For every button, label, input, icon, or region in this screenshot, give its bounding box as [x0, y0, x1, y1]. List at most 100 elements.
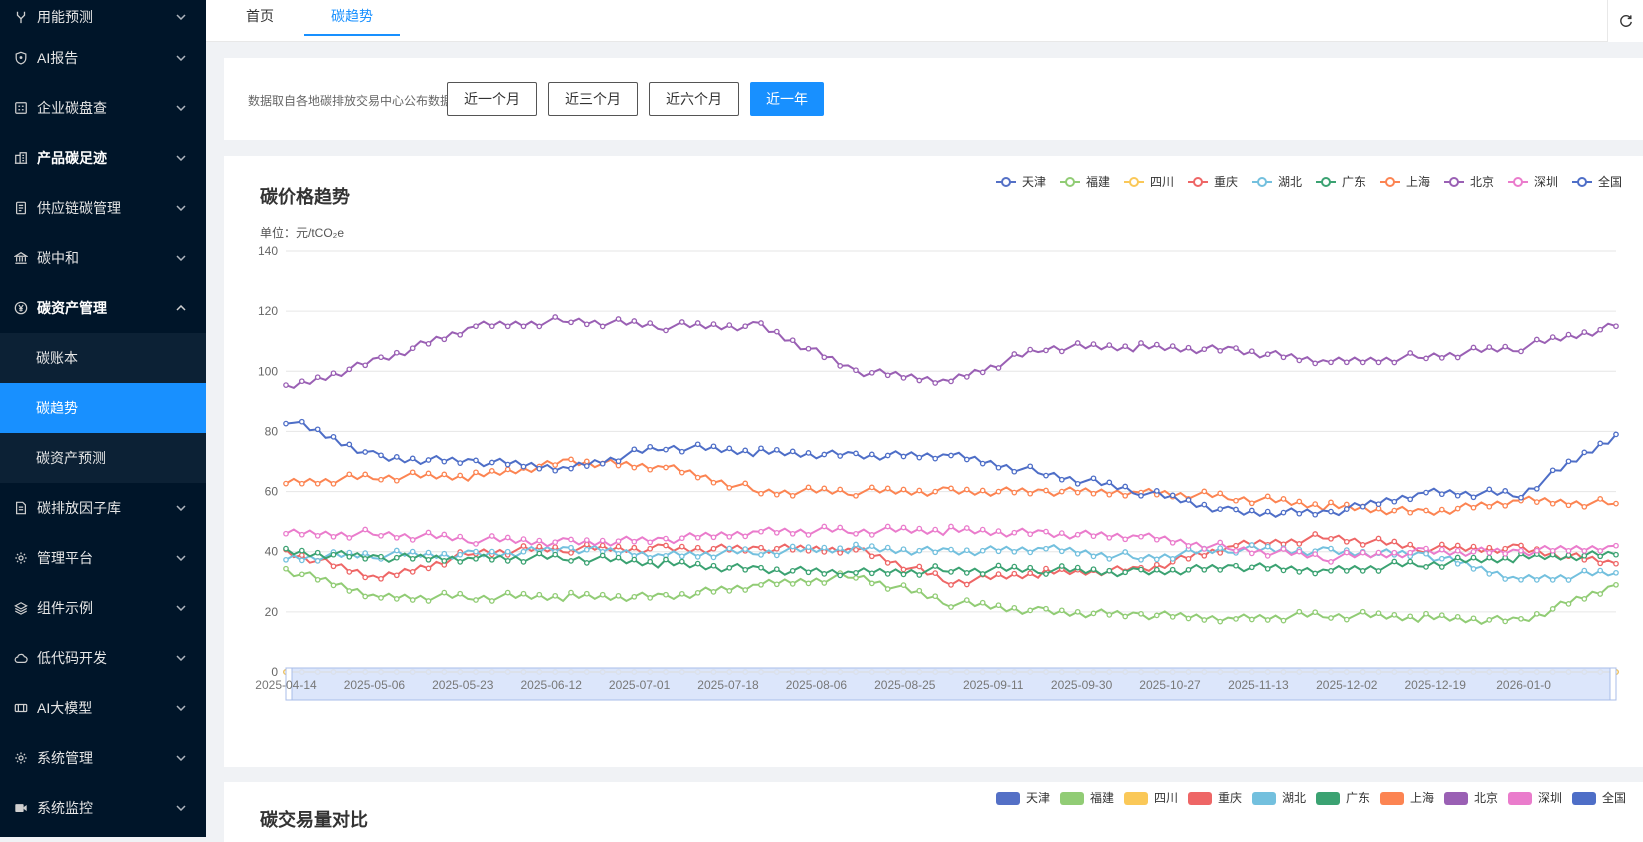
data-point — [1565, 331, 1572, 338]
data-point — [916, 572, 923, 578]
data-point — [425, 556, 432, 563]
data-point — [1106, 491, 1113, 498]
data-point — [773, 581, 780, 588]
data-point — [773, 491, 780, 498]
tab-carbon-trend[interactable]: 碳趋势 — [304, 0, 400, 36]
data-point — [536, 550, 543, 557]
data-point — [1217, 347, 1224, 354]
legend-marker — [1188, 792, 1212, 805]
series-深圳 — [283, 523, 1619, 565]
range-1-year-button[interactable]: 近一年 — [750, 82, 824, 116]
gear-icon — [14, 751, 28, 765]
data-point — [1597, 567, 1604, 574]
chevron-down-icon — [176, 602, 186, 614]
sidebar-item-0[interactable]: 用能预测 — [0, 0, 206, 33]
data-point — [742, 533, 749, 540]
data-point — [710, 534, 717, 541]
tab-home[interactable]: 首页 — [246, 8, 274, 24]
sidebar-item-15[interactable]: 系统管理 — [0, 733, 206, 783]
data-point — [1280, 509, 1287, 516]
data-point — [647, 595, 654, 601]
data-point — [678, 590, 685, 597]
sidebar-item-2[interactable]: 企业碳盘查 — [0, 83, 206, 133]
y-tick-label: 140 — [258, 244, 278, 258]
zoom-window — [287, 667, 1615, 701]
sidebar-item-12[interactable]: 组件示例 — [0, 583, 206, 633]
sidebar-item-10[interactable]: 碳排放因子库 — [0, 483, 206, 533]
submenu-item-8[interactable]: 碳趋势 — [0, 383, 206, 433]
sidebar-item-3[interactable]: 产品碳足迹 — [0, 133, 206, 183]
data-point — [1359, 608, 1366, 615]
data-point — [1090, 341, 1097, 347]
data-point — [805, 450, 812, 456]
data-point — [963, 570, 970, 576]
data-point — [742, 546, 749, 552]
data-point — [409, 469, 416, 476]
data-point — [1343, 568, 1350, 574]
series-福建 — [283, 565, 1619, 625]
legend-marker — [1508, 792, 1532, 805]
chevron-down-icon — [176, 152, 186, 164]
legend-marker — [1193, 177, 1203, 187]
legend-marker — [1385, 177, 1395, 187]
data-point — [378, 354, 384, 361]
sidebar-item-16[interactable]: 系统监控 — [0, 783, 206, 833]
filter-panel: 数据取自各地碳排放交易中心公布数据 近一个月 近三个月 近六个月 近一年 — [224, 58, 1643, 140]
sidebar-item-label: 碳资产管理 — [37, 300, 107, 316]
refresh-button[interactable] — [1607, 0, 1643, 42]
sidebar-item-5[interactable]: 碳中和 — [0, 233, 206, 283]
legend-marker — [1124, 792, 1148, 805]
data-point — [1074, 550, 1081, 557]
data-point — [1296, 541, 1303, 547]
data-point — [1581, 548, 1588, 554]
data-point — [884, 571, 891, 577]
sidebar-item-13[interactable]: 低代码开发 — [0, 633, 206, 683]
data-point — [821, 451, 828, 458]
y-tick-label: 120 — [258, 304, 278, 318]
data-point — [1613, 560, 1619, 567]
data-point — [409, 597, 416, 603]
data-point — [314, 480, 321, 487]
data-point — [1296, 357, 1303, 364]
data-point — [504, 461, 511, 468]
data-point — [805, 544, 812, 550]
data-point — [536, 537, 543, 544]
data-point — [520, 543, 527, 549]
range-1-month-button[interactable]: 近一个月 — [447, 82, 537, 116]
legend-item-福建: 福建 — [1060, 174, 1110, 189]
legend-label: 深圳 — [1534, 175, 1558, 189]
data-point — [1438, 546, 1445, 553]
sidebar-item-14[interactable]: AI大模型 — [0, 683, 206, 733]
range-3-months-button[interactable]: 近三个月 — [548, 82, 638, 116]
data-point — [1565, 577, 1572, 583]
data-point — [1201, 546, 1208, 552]
sidebar-item-6[interactable]: 碳资产管理 — [0, 283, 206, 333]
submenu-item-9[interactable]: 碳资产预测 — [0, 433, 206, 483]
zoom-handle-right — [1609, 667, 1617, 701]
data-point — [853, 367, 859, 374]
data-point — [1502, 550, 1509, 557]
sidebar-item-11[interactable]: 管理平台 — [0, 533, 206, 583]
data-point — [1438, 491, 1445, 498]
data-point — [1153, 561, 1160, 568]
data-point — [1090, 533, 1097, 540]
data-point — [1565, 547, 1572, 554]
legend-item-上海: 上海 — [1380, 174, 1430, 189]
data-point — [1074, 480, 1081, 487]
legend-item-全国: 全国 — [1572, 790, 1626, 805]
data-point — [963, 486, 970, 493]
data-point — [979, 460, 986, 467]
submenu-item-7[interactable]: 碳账本 — [0, 333, 206, 383]
data-point — [1296, 548, 1303, 555]
data-point — [1407, 541, 1414, 548]
document-icon — [14, 501, 28, 515]
sidebar-item-4[interactable]: 供应链碳管理 — [0, 183, 206, 233]
legend-label: 全国 — [1602, 790, 1626, 805]
sidebar-item-1[interactable]: AI报告 — [0, 33, 206, 83]
data-point — [1201, 346, 1208, 353]
range-6-months-button[interactable]: 近六个月 — [649, 82, 739, 116]
data-point — [457, 559, 464, 565]
data-point — [1312, 511, 1319, 518]
data-point — [932, 526, 939, 533]
data-point — [1343, 549, 1350, 556]
